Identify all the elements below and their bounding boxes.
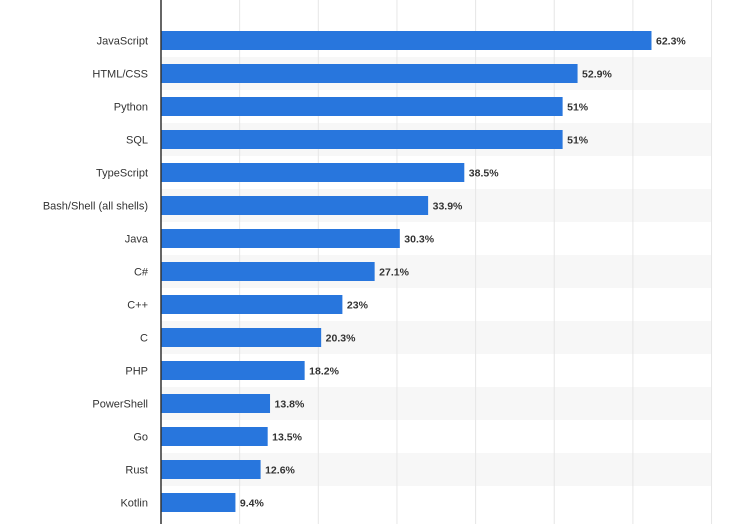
category-label: Go xyxy=(133,432,148,444)
value-label: 30.3% xyxy=(404,234,434,246)
category-label: Bash/Shell (all shells) xyxy=(43,201,148,213)
bar xyxy=(161,130,563,149)
value-label: 13.5% xyxy=(272,432,302,444)
value-label: 51% xyxy=(567,102,589,114)
value-label: 38.5% xyxy=(469,168,499,180)
value-label: 12.6% xyxy=(265,465,295,477)
category-label: Java xyxy=(125,234,149,246)
category-label: JavaScript xyxy=(97,36,148,48)
category-label: C xyxy=(140,333,148,345)
category-label: Python xyxy=(114,102,148,114)
bar xyxy=(161,31,652,50)
bar xyxy=(161,163,465,182)
bar xyxy=(161,394,271,413)
value-label: 52.9% xyxy=(582,69,612,81)
category-label: C# xyxy=(134,267,149,279)
value-label: 62.3% xyxy=(656,36,686,48)
value-label: 13.8% xyxy=(275,399,305,411)
value-label: 51% xyxy=(567,135,589,147)
category-label: SQL xyxy=(126,135,148,147)
bar xyxy=(161,460,261,479)
bar xyxy=(161,427,268,446)
value-label: 27.1% xyxy=(379,267,409,279)
category-label: Rust xyxy=(125,465,148,477)
value-label: 9.4% xyxy=(240,498,265,510)
bars xyxy=(161,31,652,512)
value-labels: 62.3% 52.9% 51% 51% 38.5% 33.9% 30.3% 27.1% 23% 2… xyxy=(240,36,686,510)
bar xyxy=(161,196,429,215)
category-labels: JavaScript HTML/CSS Python SQL TypeScript Bas… xyxy=(43,36,149,510)
value-label: 33.9% xyxy=(433,201,463,213)
category-label: PHP xyxy=(125,366,148,378)
bar xyxy=(161,361,305,380)
bar xyxy=(161,64,578,83)
value-label: 20.3% xyxy=(326,333,356,345)
category-label: TypeScript xyxy=(96,168,148,180)
category-label: C++ xyxy=(127,300,148,312)
bar xyxy=(161,493,236,512)
value-label: 18.2% xyxy=(309,366,339,378)
bar xyxy=(161,97,563,116)
bar xyxy=(161,229,400,248)
category-label: Kotlin xyxy=(120,498,148,510)
bar xyxy=(161,328,322,347)
bar xyxy=(161,295,343,314)
category-label: PowerShell xyxy=(92,399,148,411)
value-label: 23% xyxy=(347,300,369,312)
bar xyxy=(161,262,375,281)
category-label: HTML/CSS xyxy=(92,69,148,81)
